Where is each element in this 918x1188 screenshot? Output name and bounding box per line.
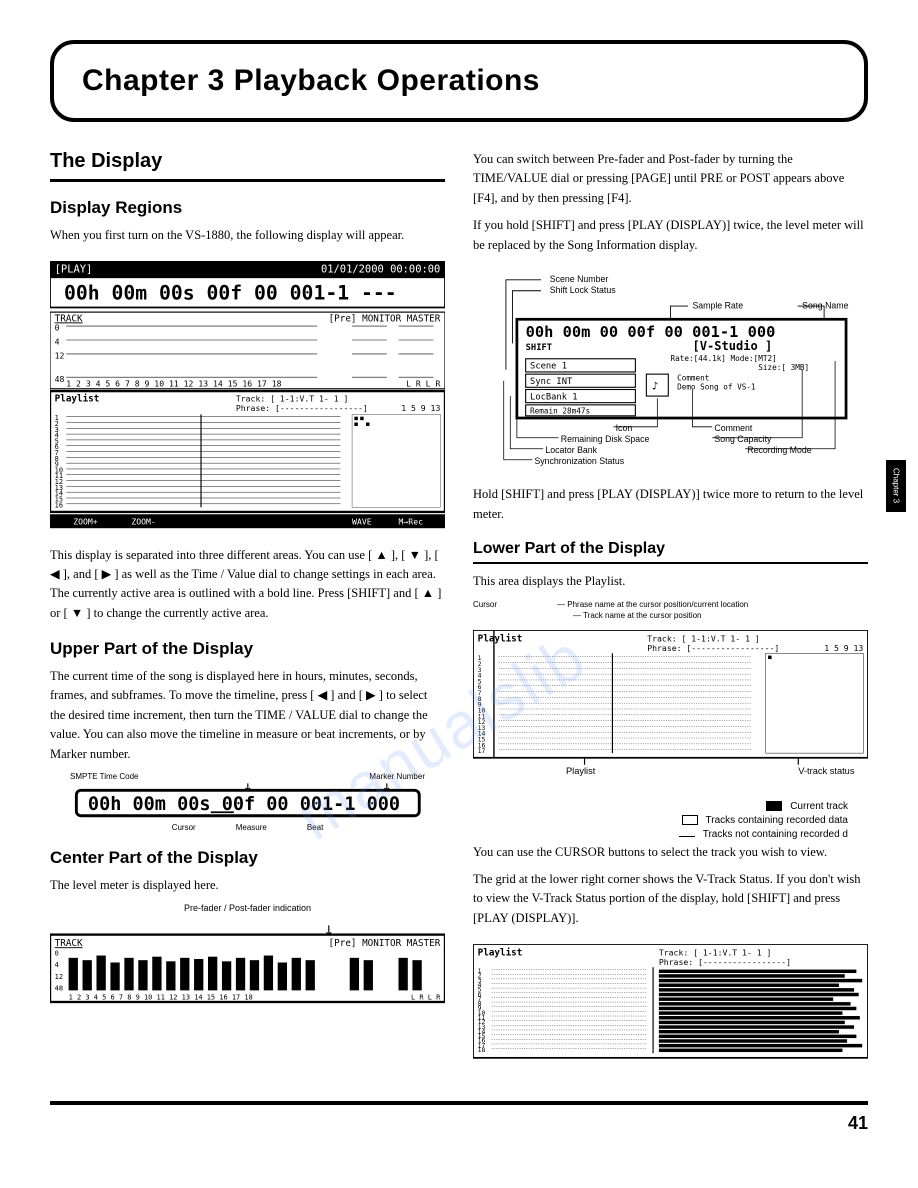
svg-text:Playlist: Playlist [478,633,523,644]
svg-text:16: 16 [55,502,63,510]
svg-text:Remaining Disk Space: Remaining Disk Space [561,434,650,444]
svg-text:Playlist: Playlist [55,394,100,405]
upper-paragraph: The current time of the song is displaye… [50,667,445,764]
figure-level-meter: TRACK [Pre] MONITOR MASTER 0 4 12 48 1 2… [50,923,445,1004]
display-regions-heading: Display Regions [50,198,445,218]
hold2-paragraph: Hold [SHIFT] and press [PLAY (DISPLAY)] … [473,485,868,524]
svg-text:SHIFT: SHIFT [526,343,552,353]
svg-text:Phrase: [-----------------]: Phrase: [-----------------] [647,642,779,652]
cursor-paragraph: You can use the CURSOR buttons to select… [473,843,868,862]
svg-text:12: 12 [55,351,65,361]
svg-text:WAVE: WAVE [352,517,372,527]
three-areas-paragraph: This display is separated into three dif… [50,546,445,624]
svg-text:Sync INT: Sync INT [530,377,573,387]
svg-text:Playlist: Playlist [478,948,523,959]
legend-empty: Tracks not containing recorded d [473,829,868,840]
chapter-side-tab: Chapter 3 [886,460,906,512]
svg-text:Locator Bank: Locator Bank [545,445,597,455]
right-column: You can switch between Pre-fader and Pos… [473,150,868,1077]
svg-text:4: 4 [55,961,59,969]
svg-text:L R L R: L R L R [406,379,440,389]
svg-text:0: 0 [55,950,59,958]
legend-recorded: Tracks containing recorded data [473,815,868,826]
svg-text:Comment: Comment [714,423,753,433]
svg-text:Rate:[44.1k] Mode:[MT2]: Rate:[44.1k] Mode:[MT2] [671,354,777,363]
the-display-heading: The Display [50,150,445,182]
svg-text:♪: ♪ [652,379,659,392]
figure-playlist-labeled: Playlist Track: [ 1-1:V.T 1- 1 ] Phrase:… [473,630,868,781]
svg-text:M→Rec: M→Rec [399,517,424,527]
figure-playlist-novtrack: Playlist Track: [ 1-1:V.T 1- 1 ] Phrase:… [473,944,868,1060]
svg-text:ZOOM-: ZOOM- [131,517,155,527]
svg-text:17: 17 [478,747,486,755]
svg-text:Sample Rate: Sample Rate [692,300,743,310]
svg-text:4: 4 [55,337,60,347]
svg-text:Recording Mode: Recording Mode [747,445,811,455]
svg-text:Comment: Comment [677,374,709,383]
svg-text:Playlist: Playlist [566,766,596,776]
pre-fader-label: Pre-fader / Post-fader indication [50,903,445,913]
svg-text:Song Name: Song Name [802,300,848,310]
svg-text:00h 00m 00s 00f 00 001-1 000: 00h 00m 00s 00f 00 001-1 000 [88,794,400,815]
svg-text:Phrase: [-----------------]: Phrase: [-----------------] [236,403,368,413]
svg-text:18: 18 [478,1046,486,1054]
svg-text:V-track status: V-track status [798,766,855,776]
intro-paragraph: When you first turn on the VS-1880, the … [50,226,445,245]
lower-part-heading: Lower Part of the Display [473,540,868,564]
svg-text:Size:[ 3MB]: Size:[ 3MB] [758,363,809,372]
svg-text:Scene Number: Scene Number [550,274,609,284]
upper-part-heading: Upper Part of the Display [50,639,445,659]
svg-text:Synchronization Status: Synchronization Status [534,456,624,466]
svg-text:Remain 28m47s: Remain 28m47s [530,407,590,416]
figure-timecode: SMPTE Time Code Marker Number 00h 00m 00… [50,772,445,832]
svg-text:L R L R: L R L R [411,994,441,1002]
chapter-title-box: Chapter 3 Playback Operations [50,40,868,122]
switch-paragraph: You can switch between Pre-fader and Pos… [473,150,868,208]
center-paragraph: The level meter is displayed here. [50,876,445,895]
legend-current: Current track [473,801,868,812]
content-columns: The Display Display Regions When you fir… [50,150,868,1077]
svg-text:1 2 3 4 5 6 7 8 9 10 11 12 13: 1 2 3 4 5 6 7 8 9 10 11 12 13 14 15 16 1… [69,994,253,1002]
svg-text:Scene 1: Scene 1 [530,362,567,372]
grid-paragraph: The grid at the lower right corner shows… [473,870,868,928]
svg-text:12: 12 [55,973,63,981]
svg-text:0: 0 [55,323,60,333]
chapter-title: Chapter 3 Playback Operations [82,64,836,98]
svg-text:[Pre] MONITOR MASTER: [Pre] MONITOR MASTER [329,938,441,949]
svg-text:Icon: Icon [616,423,633,433]
page-number: 41 [50,1113,868,1134]
fig1-header-left: [PLAY] [55,264,93,276]
center-part-heading: Center Part of the Display [50,848,445,868]
svg-text:Shift Lock Status: Shift Lock Status [550,285,616,295]
svg-text:1 5 9 13: 1 5 9 13 [824,642,863,652]
svg-text:1 5 9 13: 1 5 9 13 [401,403,440,413]
svg-text:48: 48 [55,374,65,384]
svg-text:Phrase: [-----------------]: Phrase: [-----------------] [659,957,791,967]
page-footer-rule [50,1101,868,1105]
fig1-time: 00h 00m 00s 00f 00 001-1 --- [64,282,397,305]
left-column: The Display Display Regions When you fir… [50,150,445,1077]
hold-paragraph: If you hold [SHIFT] and press [PLAY (DIS… [473,216,868,255]
svg-text:ZOOM+: ZOOM+ [73,517,98,527]
figure-song-info: Scene Number Shift Lock Status Sample Ra… [473,271,868,469]
svg-text:LocBank 1: LocBank 1 [530,392,578,402]
figure-full-display: [PLAY] 01/01/2000 00:00:00 00h 00m 00s 0… [50,261,445,528]
svg-text:[Pre] MONITOR MASTER: [Pre] MONITOR MASTER [329,314,441,325]
svg-text:Demo Song of VS-1: Demo Song of VS-1 [677,382,756,391]
lower-paragraph: This area displays the Playlist. [473,572,868,591]
svg-text:[V-Studio ]: [V-Studio ] [692,339,772,353]
svg-text:Song Capacity: Song Capacity [714,434,772,444]
svg-text:48: 48 [55,984,63,992]
svg-text:TRACK: TRACK [55,938,83,949]
svg-text:1 2 3 4 5 6 7 8 9 10 11 12 13: 1 2 3 4 5 6 7 8 9 10 11 12 13 14 15 16 1… [66,379,281,389]
fig1-header-right: 01/01/2000 00:00:00 [321,264,440,276]
